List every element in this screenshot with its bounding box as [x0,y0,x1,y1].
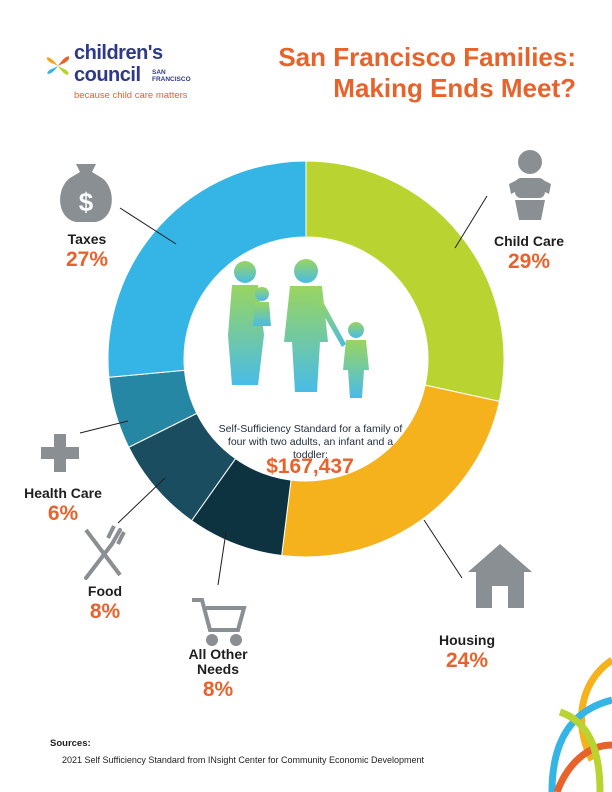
label-health-care-value: 6% [47,502,79,525]
shopping-cart-icon [192,598,247,646]
fork-knife-icon [84,525,126,580]
label-taxes-name: Taxes [67,231,107,247]
svg-text:$: $ [79,187,94,217]
label-child-care-value: 29% [507,250,551,273]
label-all-other-needs-value: 8% [202,678,234,701]
center-total: $167,437 [266,455,354,478]
leader-line-taxes [119,207,177,245]
label-food: Food 8% [70,584,140,625]
label-housing-name: Housing [439,632,495,648]
house-icon [468,544,532,608]
label-taxes-value: 27% [65,248,109,271]
logo-word-childrens: children's [74,42,163,64]
baby-icon [509,150,551,220]
decorative-swirl [548,657,612,792]
logo-word-council: council [74,64,141,86]
label-health-care: Health Care 6% [13,486,113,527]
leader-line-housing [423,519,463,579]
family-silhouette-icon [228,259,369,398]
leader-line-health-care [79,420,129,434]
label-child-care: Child Care 29% [474,234,584,275]
leader-line-child-care [454,195,488,249]
label-taxes: Taxes 27% [42,232,132,273]
title-line-1: San Francisco Families: [278,42,576,72]
money-bag-icon: $ [60,164,112,222]
logo-tagline: because child care matters [74,90,188,101]
leader-line-food [117,477,166,524]
donut-slice-housing [281,384,501,558]
center-description: Self-Sufficiency Standard for a family o… [218,423,403,461]
donut-slice-taxes [107,160,307,378]
childrens-council-logo: children's council SAN FRANCISCO because… [40,36,200,106]
donut-slice-child-care [305,160,505,402]
medical-cross-icon [41,434,79,472]
butterfly-logo-icon [46,56,70,75]
label-health-care-name: Health Care [24,485,102,501]
page-title: San Francisco Families: Making Ends Meet… [230,42,576,104]
label-all-other-needs-name: All Other Needs [188,646,248,677]
label-all-other-needs: All Other Needs 8% [178,647,258,703]
label-housing-value: 24% [445,649,489,672]
label-food-name: Food [87,583,123,599]
label-housing: Housing 24% [412,633,522,674]
sources-heading: Sources: [50,738,91,749]
label-child-care-name: Child Care [493,233,564,249]
title-line-2: Making Ends Meet? [333,73,576,103]
logo-san-francisco: SAN FRANCISCO [152,69,191,83]
label-food-value: 8% [89,600,121,623]
leader-line-all-other [217,531,227,586]
sources-text: 2021 Self Sufficiency Standard from INsi… [62,755,424,765]
